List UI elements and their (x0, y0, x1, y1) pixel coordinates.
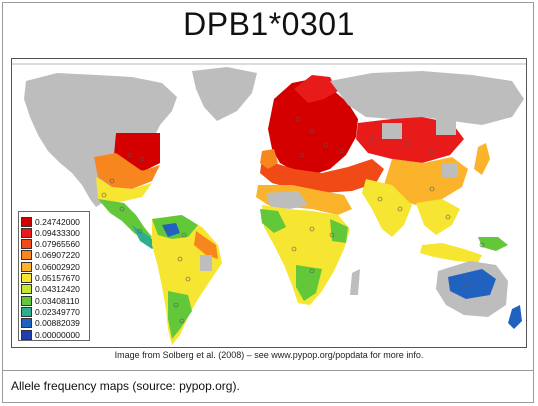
legend-label: 0.03408110 (35, 295, 80, 306)
iberia (260, 149, 278, 169)
legend-swatch (21, 329, 32, 340)
caption-text: Allele frequency maps (source: pypop.org… (11, 379, 240, 393)
na-yellow-band (96, 177, 152, 205)
madagascar (350, 269, 360, 295)
legend-item: 0.06907220 (21, 250, 89, 261)
legend-item: 0.24742000 (21, 216, 89, 227)
legend-swatch (21, 227, 32, 238)
se-asia-yellow (416, 199, 460, 235)
asia-grey-block-3 (442, 163, 458, 177)
asia-grey-block-1 (382, 123, 402, 139)
legend-item: 0.02349770 (21, 306, 89, 317)
legend-label: 0.06907220 (35, 250, 80, 261)
legend-label: 0.04312420 (35, 284, 80, 295)
map-title: DPB1*0301 (183, 6, 355, 42)
sa-orange-east (194, 231, 218, 259)
africa-sahara-grey (266, 191, 308, 209)
legend-item: 0.09433300 (21, 227, 89, 238)
legend-item: 0.07965560 (21, 239, 89, 250)
legend-swatch (21, 318, 32, 329)
south-asia-yellow (362, 179, 412, 237)
legend-label: 0.00882039 (35, 318, 80, 329)
legend-item: 0.00882039 (21, 318, 89, 329)
new-zealand (508, 305, 522, 329)
sa-blue-spot (162, 223, 180, 237)
legend-label: 0.02349770 (35, 306, 80, 317)
africa-east-green (330, 219, 348, 243)
world-map-svg (12, 63, 526, 345)
legend-label: 0.07965560 (35, 239, 80, 250)
mideast-orange (260, 159, 384, 193)
legend-swatch (21, 295, 32, 306)
europe-red (268, 79, 358, 175)
indonesia (420, 243, 482, 263)
legend-item: 0.04312420 (21, 284, 89, 295)
legend-swatch (21, 306, 32, 317)
greenland (192, 67, 257, 121)
legend-swatch (21, 239, 32, 250)
legend-label: 0.09433300 (35, 227, 80, 238)
sa-grey-patch (200, 255, 212, 271)
world-map (11, 58, 527, 348)
russia-grey (330, 71, 524, 125)
legend-label: 0.00000000 (35, 329, 80, 340)
central-america-south (132, 225, 158, 249)
scandinavia (294, 75, 338, 103)
legend-item: 0.03408110 (21, 295, 89, 306)
north-america (24, 73, 177, 207)
legend-swatch (21, 273, 32, 283)
africa-west-green (260, 209, 286, 233)
image-credit: Image from Solberg et al. (2008) – see w… (114, 350, 424, 360)
legend-swatch (21, 216, 32, 227)
asia-grey-block-2 (436, 119, 456, 135)
legend-swatch (21, 261, 32, 272)
legend-swatch (21, 284, 32, 295)
africa-central (262, 205, 350, 305)
caption-bar: Allele frequency maps (source: pypop.org… (3, 370, 533, 402)
legend-label: 0.24742000 (35, 216, 80, 227)
legend-item: 0.06002920 (21, 261, 89, 272)
sa-green-south (168, 291, 192, 339)
africa-south-green (296, 265, 322, 301)
new-guinea (478, 237, 508, 251)
legend-item: 0.00000000 (21, 329, 89, 340)
japan (474, 143, 490, 175)
legend-label: 0.05157670 (35, 273, 80, 283)
map-legend: 0.24742000 0.09433300 0.07965560 0.06907220… (18, 211, 90, 341)
legend-item: 0.05157670 (21, 273, 89, 284)
legend-label: 0.06002920 (35, 261, 80, 272)
sample-points (101, 116, 485, 324)
australia-blue (448, 269, 496, 299)
legend-swatch (21, 250, 32, 261)
